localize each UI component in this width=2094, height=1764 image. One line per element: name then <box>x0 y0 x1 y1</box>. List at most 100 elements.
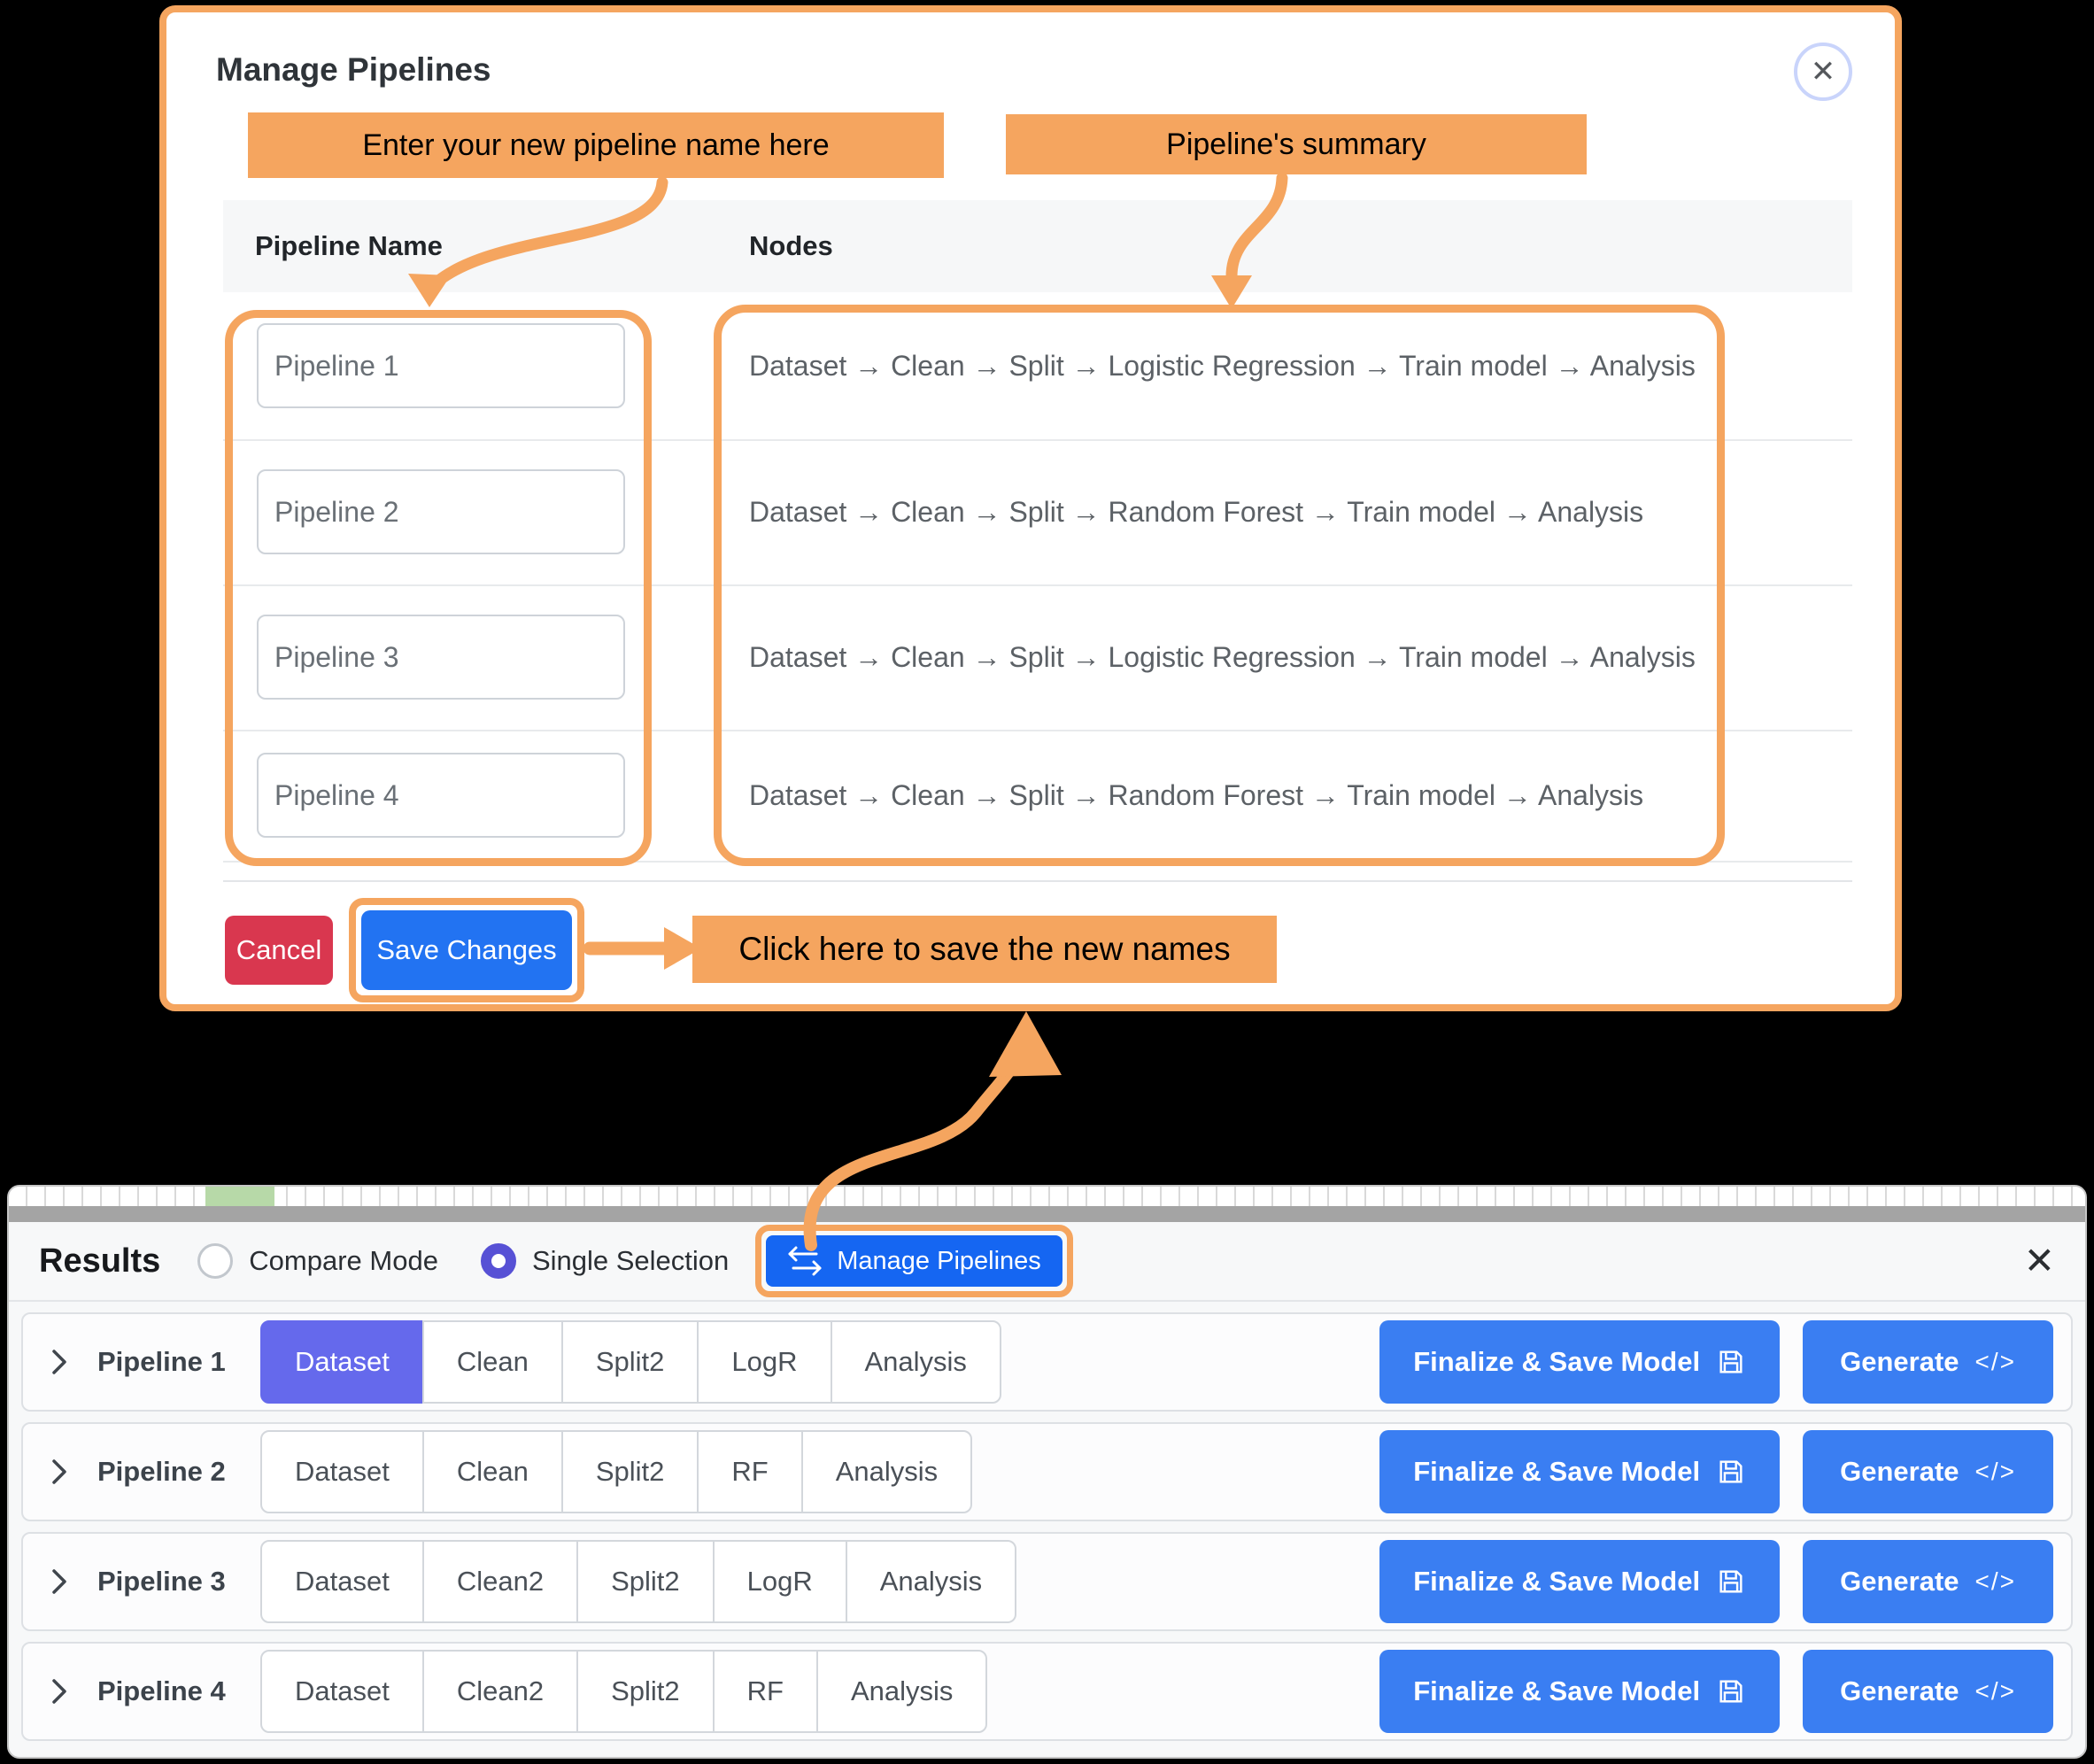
pipeline-name-input[interactable] <box>257 323 625 408</box>
chevron-right-icon <box>52 1459 66 1484</box>
node-chip-model[interactable]: RF <box>712 1650 818 1733</box>
pipeline-list: Pipeline 1 Dataset Clean Split2 LogR Ana… <box>9 1302 2085 1741</box>
node-chip-group: Dataset Clean2 Split2 LogR Analysis <box>260 1540 1017 1623</box>
pipeline-nodes-summary: Dataset → Clean → Split → Logistic Regre… <box>749 349 1696 382</box>
pipeline-name-input[interactable] <box>257 469 625 554</box>
node-chip-analysis[interactable]: Analysis <box>800 1430 973 1513</box>
pipeline-row-1: Pipeline 1 Dataset Clean Split2 LogR Ana… <box>21 1312 2073 1412</box>
pipeline-table-header: Pipeline Name Nodes <box>223 200 1852 292</box>
compare-mode-radio[interactable]: Compare Mode <box>197 1243 438 1279</box>
finalize-label: Finalize & Save Model <box>1413 1456 1701 1487</box>
finalize-label: Finalize & Save Model <box>1413 1346 1701 1377</box>
generate-label: Generate <box>1840 1346 1959 1377</box>
close-icon: ✕ <box>2023 1240 2055 1281</box>
save-disk-icon <box>1719 1680 1742 1703</box>
node-chip-dataset[interactable]: Dataset <box>260 1540 424 1623</box>
node-chip-dataset[interactable]: Dataset <box>260 1320 424 1404</box>
code-icon: </> <box>1974 1677 2016 1705</box>
generate-label: Generate <box>1840 1675 1959 1706</box>
chevron-right-icon <box>52 1679 66 1704</box>
generate-label: Generate <box>1840 1566 1959 1597</box>
expand-button[interactable] <box>51 1349 67 1375</box>
footer-divider <box>223 880 1852 882</box>
save-changes-button[interactable]: Save Changes <box>361 910 572 990</box>
finalize-save-model-button[interactable]: Finalize & Save Model <box>1379 1650 1781 1733</box>
annotation-save-hint: Click here to save the new names <box>692 916 1277 983</box>
generate-button[interactable]: Generate </> <box>1803 1650 2053 1733</box>
node-chip-dataset[interactable]: Dataset <box>260 1430 424 1513</box>
modal-title: Manage Pipelines <box>216 51 491 88</box>
generate-button[interactable]: Generate </> <box>1803 1320 2053 1404</box>
code-icon: </> <box>1974 1458 2016 1485</box>
single-selection-radio[interactable]: Single Selection <box>480 1243 730 1279</box>
code-icon: </> <box>1974 1567 2016 1595</box>
code-icon: </> <box>1974 1348 2016 1375</box>
results-title: Results <box>39 1242 161 1280</box>
table-row: Dataset → Clean → Split → Random Forest … <box>223 730 1852 861</box>
generate-button[interactable]: Generate </> <box>1803 1430 2053 1513</box>
node-chip-model[interactable]: LogR <box>712 1540 847 1623</box>
pipeline-name: Pipeline 4 <box>97 1675 226 1706</box>
pipeline-name-input[interactable] <box>257 753 625 838</box>
chevron-right-icon <box>52 1350 66 1374</box>
node-chip-model[interactable]: RF <box>697 1430 803 1513</box>
annotation-outline-save-button: Save Changes <box>349 898 584 1002</box>
generate-button[interactable]: Generate </> <box>1803 1540 2053 1623</box>
pipeline-nodes-summary: Dataset → Clean → Split → Logistic Regre… <box>749 640 1696 673</box>
finalize-save-model-button[interactable]: Finalize & Save Model <box>1379 1320 1781 1404</box>
save-disk-icon <box>1719 1460 1742 1483</box>
results-close-button[interactable]: ✕ <box>2024 1242 2055 1280</box>
node-chip-analysis[interactable]: Analysis <box>830 1320 1001 1404</box>
cancel-button[interactable]: Cancel <box>225 916 333 985</box>
node-chip-split[interactable]: Split2 <box>576 1650 715 1733</box>
table-bottom-divider <box>223 861 1852 863</box>
column-header-pipeline-name: Pipeline Name <box>255 230 443 261</box>
expand-button[interactable] <box>51 1458 67 1485</box>
node-chip-model[interactable]: LogR <box>697 1320 832 1404</box>
node-chip-split[interactable]: Split2 <box>560 1430 699 1513</box>
expand-button[interactable] <box>51 1678 67 1705</box>
expand-button[interactable] <box>51 1568 67 1595</box>
column-header-nodes: Nodes <box>749 230 833 261</box>
swap-arrows-icon <box>788 1246 822 1276</box>
node-chip-split[interactable]: Split2 <box>560 1320 699 1404</box>
manage-pipelines-label: Manage Pipelines <box>837 1246 1041 1275</box>
node-chip-clean[interactable]: Clean <box>421 1320 563 1404</box>
pipeline-nodes-summary: Dataset → Clean → Split → Random Forest … <box>749 778 1644 811</box>
node-chip-clean[interactable]: Clean2 <box>421 1650 579 1733</box>
node-chip-group: Dataset Clean2 Split2 RF Analysis <box>260 1650 988 1733</box>
finalize-save-model-button[interactable]: Finalize & Save Model <box>1379 1430 1781 1513</box>
pipeline-nodes-summary: Dataset → Clean → Split → Random Forest … <box>749 495 1644 528</box>
finalize-save-model-button[interactable]: Finalize & Save Model <box>1379 1540 1781 1623</box>
pipeline-name: Pipeline 2 <box>97 1456 226 1487</box>
single-selection-label: Single Selection <box>531 1245 730 1276</box>
node-chip-group: Dataset Clean Split2 RF Analysis <box>260 1430 973 1513</box>
ruler-strip <box>9 1187 2085 1206</box>
save-disk-icon <box>1719 1350 1742 1373</box>
node-chip-dataset[interactable]: Dataset <box>260 1650 424 1733</box>
generate-label: Generate <box>1840 1456 1959 1487</box>
radio-unselected-icon <box>197 1243 234 1279</box>
window-top-bar <box>9 1206 2085 1222</box>
pipeline-name: Pipeline 1 <box>97 1346 226 1377</box>
close-icon: ✕ <box>1810 55 1836 89</box>
results-header: Results Compare Mode Single Selection Ma… <box>9 1222 2085 1300</box>
finalize-label: Finalize & Save Model <box>1413 1566 1701 1597</box>
annotation-name-hint: Enter your new pipeline name here <box>248 112 944 178</box>
node-chip-split[interactable]: Split2 <box>576 1540 715 1623</box>
manage-pipelines-button[interactable]: Manage Pipelines <box>766 1235 1062 1287</box>
modal-close-button[interactable]: ✕ <box>1794 43 1852 101</box>
table-row: Dataset → Clean → Split → Random Forest … <box>223 439 1852 584</box>
radio-selected-icon <box>480 1243 516 1279</box>
save-disk-icon <box>1719 1570 1742 1593</box>
node-chip-analysis[interactable]: Analysis <box>815 1650 988 1733</box>
node-chip-clean[interactable]: Clean2 <box>421 1540 579 1623</box>
pipeline-name-input[interactable] <box>257 615 625 700</box>
pipeline-row-3: Pipeline 3 Dataset Clean2 Split2 LogR An… <box>21 1532 2073 1631</box>
node-chip-clean[interactable]: Clean <box>421 1430 563 1513</box>
table-row: Dataset → Clean → Split → Logistic Regre… <box>223 584 1852 730</box>
pipeline-name: Pipeline 3 <box>97 1566 226 1597</box>
finalize-label: Finalize & Save Model <box>1413 1675 1701 1706</box>
node-chip-analysis[interactable]: Analysis <box>845 1540 1017 1623</box>
